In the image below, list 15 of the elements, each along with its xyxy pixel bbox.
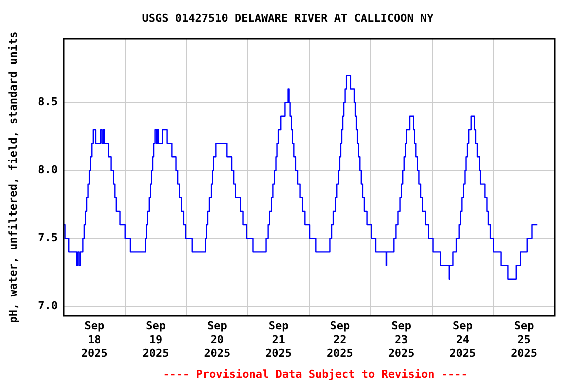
y-tick-label: 7.5 (38, 231, 58, 244)
x-tick-label: Sep 21 2025 (266, 320, 292, 360)
x-tick-label: Sep 18 2025 (81, 320, 108, 360)
x-tick-label: Sep 25 2025 (511, 320, 538, 360)
x-tick-label: Sep 22 2025 (326, 320, 354, 360)
y-tick-label: 8.5 (38, 96, 58, 109)
x-tick-label: Sep 24 2025 (450, 320, 476, 360)
y-tick-label: 7.0 (38, 299, 58, 312)
x-tick-label: Sep 20 2025 (204, 320, 231, 360)
chart-title: USGS 01427510 DELAWARE RIVER AT CALLICOON NY (142, 12, 434, 25)
y-tick-label: 8.0 (38, 164, 58, 177)
text: ---- Provisional Data Subject to Revision ---- (163, 368, 468, 381)
y-axis-title: pH, water, unfiltered, field, standard units (6, 32, 20, 324)
x-tick-label: Sep 23 2025 (388, 320, 415, 360)
x-tick-label: Sep 19 2025 (142, 320, 170, 360)
